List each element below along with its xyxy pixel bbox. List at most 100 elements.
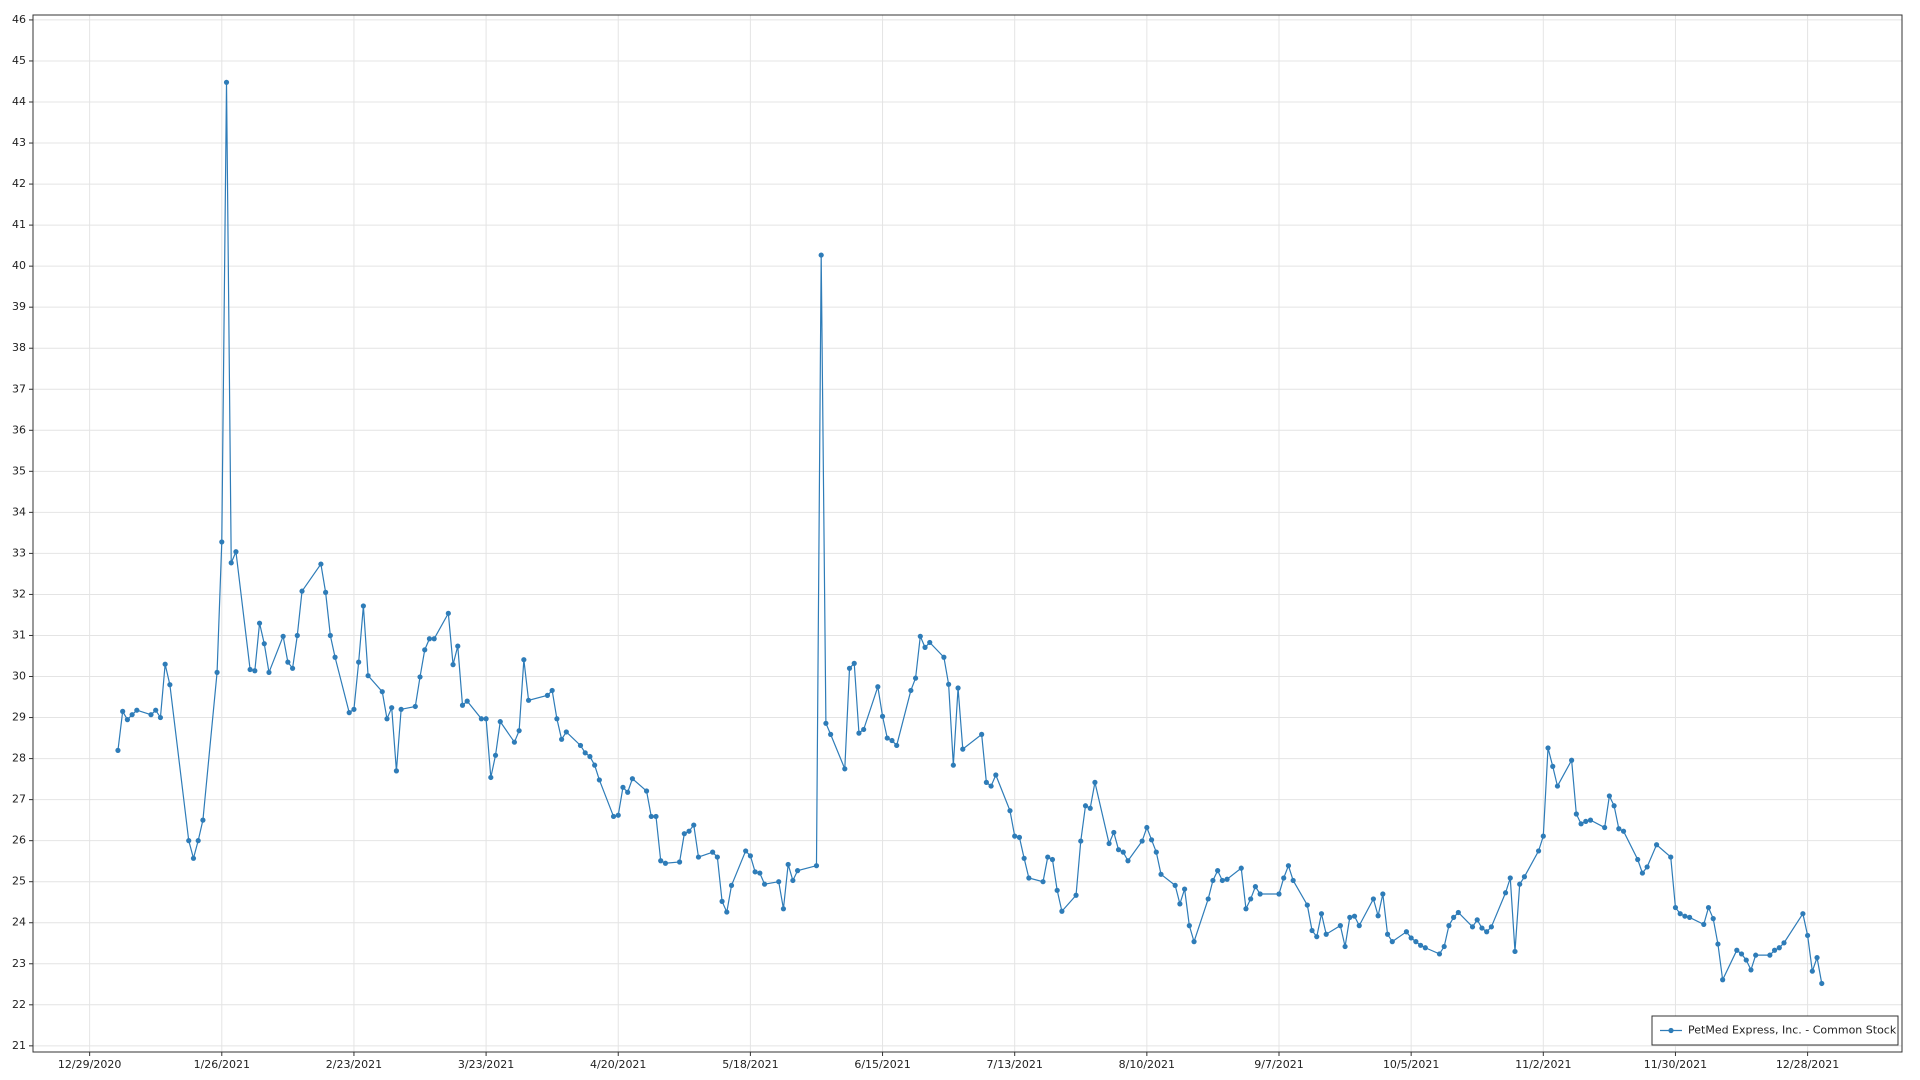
data-point: [1720, 977, 1726, 983]
data-point: [1323, 931, 1329, 937]
data-point: [1257, 891, 1263, 897]
data-point: [676, 859, 683, 865]
data-point: [1602, 824, 1608, 831]
data-point: [728, 882, 735, 888]
data-point: [1356, 923, 1362, 929]
data-point: [1248, 896, 1254, 902]
data-point: [195, 838, 201, 844]
y-tick-label: 41: [12, 218, 26, 231]
data-point: [294, 632, 300, 639]
data-point: [1682, 913, 1688, 919]
data-point: [1488, 924, 1494, 930]
data-point: [1144, 824, 1150, 831]
data-point: [1639, 870, 1646, 876]
data-point: [323, 589, 329, 595]
data-point: [1243, 906, 1249, 912]
data-point: [1314, 934, 1320, 940]
y-tick-label: 44: [12, 95, 26, 108]
data-point: [1182, 886, 1188, 892]
data-point: [356, 659, 362, 665]
data-point: [1436, 951, 1443, 957]
data-point: [346, 710, 352, 716]
data-point: [1290, 877, 1296, 884]
data-point: [318, 561, 324, 567]
data-point: [889, 737, 895, 744]
y-tick-label: 32: [12, 587, 26, 600]
data-point: [563, 729, 569, 735]
data-point: [662, 860, 669, 866]
data-point: [1417, 942, 1424, 948]
data-point: [379, 689, 385, 695]
data-point: [148, 712, 154, 718]
data-point: [219, 539, 225, 545]
data-point: [332, 654, 338, 660]
data-point: [983, 779, 989, 785]
x-tick-label: 10/5/2021: [1383, 1058, 1439, 1071]
data-point: [1139, 838, 1145, 844]
data-point: [120, 708, 126, 714]
y-tick-label: 21: [12, 1039, 26, 1052]
data-point: [1687, 914, 1693, 920]
data-point: [1021, 855, 1027, 861]
data-point: [1040, 879, 1046, 885]
data-point: [1578, 821, 1584, 827]
data-point: [1455, 909, 1461, 916]
data-point: [582, 750, 588, 756]
data-point: [1092, 779, 1098, 785]
data-point: [228, 560, 234, 566]
data-point: [1521, 874, 1528, 880]
x-tick-label: 1/26/2021: [194, 1058, 250, 1071]
data-point: [1502, 890, 1509, 896]
data-point: [577, 742, 584, 749]
data-point: [1606, 793, 1612, 799]
data-point: [955, 685, 961, 691]
data-point: [1384, 931, 1391, 937]
data-point: [927, 639, 933, 646]
data-point: [776, 879, 782, 885]
y-tick-label: 33: [12, 546, 26, 559]
data-point: [252, 668, 258, 674]
x-tick-label: 2/23/2021: [326, 1058, 382, 1071]
data-point: [922, 644, 928, 650]
data-point: [1668, 854, 1674, 860]
data-point: [153, 707, 159, 713]
y-tick-label: 36: [12, 423, 26, 436]
x-tick-label: 11/2/2021: [1515, 1058, 1571, 1071]
data-point: [823, 720, 829, 726]
data-point: [1016, 834, 1023, 840]
x-tick-label: 6/15/2021: [854, 1058, 910, 1071]
y-tick-label: 22: [12, 998, 26, 1011]
y-tick-label: 37: [12, 382, 26, 395]
data-point: [389, 705, 395, 711]
data-point: [1238, 865, 1244, 871]
data-point: [818, 252, 824, 258]
data-point: [988, 783, 994, 789]
data-point: [266, 669, 272, 676]
data-point: [979, 731, 985, 737]
data-point: [894, 742, 900, 749]
data-point: [1078, 838, 1084, 844]
data-point: [1701, 921, 1707, 927]
y-tick-label: 40: [12, 259, 26, 272]
data-point: [1205, 896, 1211, 902]
data-point: [710, 849, 716, 855]
y-tick-label: 27: [12, 793, 26, 806]
data-point: [1045, 854, 1051, 860]
data-point: [1569, 757, 1575, 763]
data-point: [1587, 817, 1594, 823]
data-point: [186, 838, 192, 844]
y-tick-label: 30: [12, 670, 26, 683]
data-point: [1210, 877, 1216, 884]
data-point: [794, 868, 801, 874]
data-point: [592, 762, 598, 768]
y-tick-label: 46: [12, 13, 26, 26]
data-point: [223, 79, 230, 85]
data-point: [658, 858, 664, 864]
data-point: [1771, 947, 1778, 953]
x-tick-label: 12/29/2020: [58, 1058, 121, 1071]
data-point: [516, 728, 522, 734]
data-point: [1012, 833, 1018, 839]
data-point: [549, 687, 555, 694]
data-point: [1535, 848, 1542, 854]
data-point: [285, 659, 291, 665]
